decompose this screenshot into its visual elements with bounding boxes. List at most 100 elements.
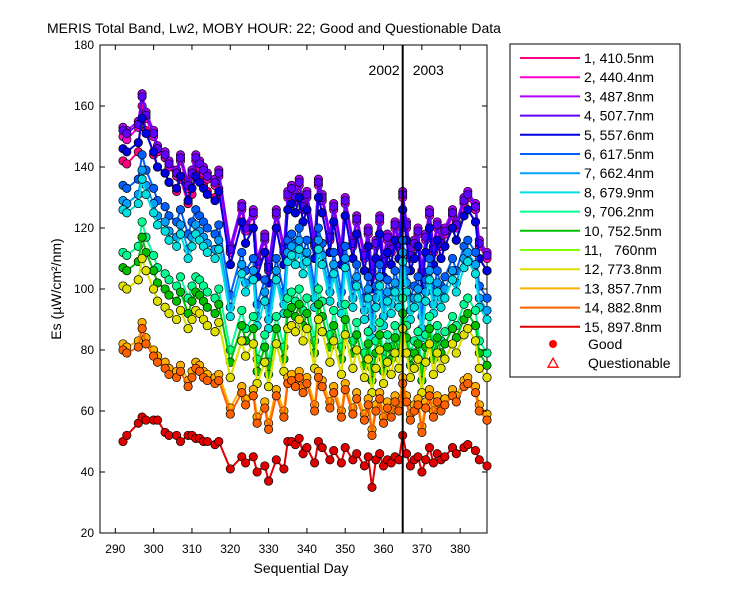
data-point bbox=[260, 461, 270, 471]
data-point bbox=[340, 263, 350, 273]
data-point bbox=[160, 168, 170, 178]
data-point bbox=[294, 299, 304, 309]
data-point bbox=[187, 314, 197, 325]
data-point bbox=[183, 253, 193, 264]
data-point bbox=[325, 403, 335, 413]
data-point bbox=[447, 324, 458, 334]
data-point bbox=[122, 128, 132, 138]
legend-label: 1, 410.5nm bbox=[584, 50, 654, 66]
data-point bbox=[237, 260, 247, 270]
data-point bbox=[149, 147, 159, 157]
data-point bbox=[409, 253, 419, 264]
data-point bbox=[271, 339, 281, 349]
data-point bbox=[175, 287, 186, 297]
data-point bbox=[302, 324, 312, 334]
data-point bbox=[363, 284, 373, 294]
data-point bbox=[363, 293, 373, 303]
data-point bbox=[440, 293, 450, 303]
data-point bbox=[363, 354, 373, 364]
data-point bbox=[237, 217, 247, 227]
data-point bbox=[287, 183, 297, 193]
data-point bbox=[340, 241, 350, 251]
data-point bbox=[463, 235, 473, 245]
data-point bbox=[409, 363, 419, 373]
data-point bbox=[421, 455, 431, 465]
x-tick-label: 290 bbox=[105, 542, 125, 556]
data-point bbox=[363, 226, 373, 236]
data-point bbox=[122, 266, 132, 276]
data-point bbox=[447, 266, 458, 276]
data-point bbox=[378, 418, 389, 428]
data-point bbox=[271, 455, 281, 465]
data-point bbox=[214, 317, 224, 328]
data-point bbox=[175, 229, 186, 239]
data-point bbox=[352, 345, 362, 355]
data-point bbox=[164, 235, 174, 245]
data-point bbox=[336, 458, 346, 468]
legend-box bbox=[509, 43, 681, 378]
data-point bbox=[451, 449, 461, 459]
x-axis-label: Sequential Day bbox=[254, 560, 349, 576]
x-tick-label: 300 bbox=[144, 542, 164, 556]
data-point bbox=[260, 247, 270, 257]
series bbox=[118, 412, 492, 492]
data-point bbox=[298, 269, 308, 279]
data-point bbox=[137, 174, 147, 184]
data-point bbox=[474, 238, 484, 248]
data-point bbox=[375, 330, 385, 340]
data-point bbox=[421, 403, 431, 413]
data-point bbox=[183, 196, 193, 206]
data-point bbox=[214, 375, 224, 386]
data-point bbox=[310, 406, 320, 416]
data-point bbox=[352, 272, 362, 282]
data-point bbox=[241, 287, 251, 297]
data-point bbox=[325, 296, 335, 306]
x-tick-label: 380 bbox=[450, 542, 470, 556]
data-point bbox=[413, 272, 423, 282]
data-point bbox=[152, 220, 163, 230]
data-point bbox=[248, 208, 258, 218]
questionable-marker-icon bbox=[546, 356, 560, 368]
data-point bbox=[313, 299, 323, 309]
data-point bbox=[470, 321, 481, 331]
y-tick-label: 40 bbox=[81, 465, 95, 479]
data-point bbox=[137, 253, 147, 264]
data-point bbox=[214, 244, 224, 254]
data-point bbox=[302, 257, 312, 267]
data-point bbox=[413, 241, 423, 251]
data-point bbox=[294, 372, 304, 383]
x-tick-label: 360 bbox=[374, 542, 394, 556]
y-tick-label: 120 bbox=[74, 221, 94, 235]
data-point bbox=[187, 372, 197, 383]
data-point bbox=[137, 165, 147, 175]
data-point bbox=[375, 281, 385, 291]
data-point bbox=[260, 232, 270, 242]
data-point bbox=[470, 388, 481, 398]
data-point bbox=[210, 327, 220, 337]
data-point bbox=[413, 452, 423, 462]
data-point bbox=[375, 394, 385, 404]
data-point bbox=[248, 391, 258, 401]
data-point bbox=[363, 452, 373, 462]
legend-label: 2, 440.4nm bbox=[584, 69, 654, 85]
data-point bbox=[470, 260, 481, 270]
data-point bbox=[214, 299, 224, 309]
data-point bbox=[317, 443, 327, 453]
data-point bbox=[290, 382, 300, 392]
data-point bbox=[417, 427, 427, 437]
data-point bbox=[313, 223, 323, 233]
data-point bbox=[225, 260, 235, 270]
data-point bbox=[329, 202, 339, 212]
data-point bbox=[302, 308, 312, 318]
data-point bbox=[183, 324, 193, 334]
data-point bbox=[175, 220, 186, 230]
data-point bbox=[172, 296, 182, 306]
data-point bbox=[470, 305, 481, 315]
data-point bbox=[137, 324, 147, 334]
data-point bbox=[329, 260, 339, 270]
data-point bbox=[432, 287, 442, 297]
data-point bbox=[424, 311, 435, 322]
data-point bbox=[152, 162, 163, 172]
data-point bbox=[225, 372, 235, 383]
data-point bbox=[367, 430, 377, 440]
